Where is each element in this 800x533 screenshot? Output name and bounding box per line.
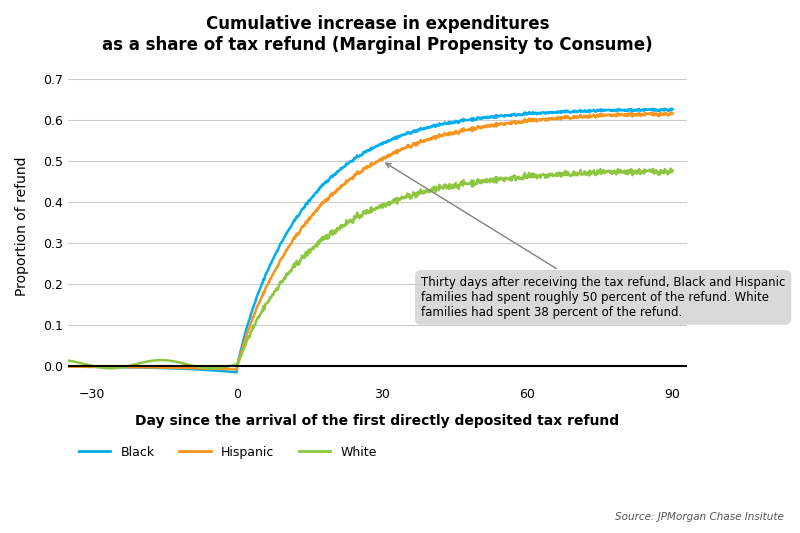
Black [546, 109, 556, 116]
Hispanic [232, 366, 242, 373]
Black [535, 110, 545, 116]
Black [666, 106, 675, 112]
Black [330, 171, 339, 177]
White [207, 365, 217, 372]
Black [125, 364, 134, 370]
White [479, 179, 489, 185]
White [63, 358, 73, 364]
Hispanic [63, 364, 73, 370]
Hispanic [125, 364, 134, 370]
Text: Thirty days after receiving the tax refund, Black and Hispanic
families had spen: Thirty days after receiving the tax refu… [386, 163, 786, 319]
Line: Black: Black [68, 109, 673, 373]
Title: Cumulative increase in expenditures
as a share of tax refund (Marginal Propensit: Cumulative increase in expenditures as a… [102, 15, 653, 54]
Line: Hispanic: Hispanic [68, 112, 673, 369]
White [308, 244, 318, 250]
Hispanic [479, 124, 489, 130]
Black [308, 192, 318, 199]
Hispanic [668, 110, 678, 116]
Text: Source: JPMorgan Chase Insitute: Source: JPMorgan Chase Insitute [615, 512, 784, 522]
Black [63, 364, 73, 370]
Hispanic [330, 189, 339, 195]
White [125, 362, 134, 369]
Hispanic [666, 109, 675, 116]
Hispanic [546, 116, 556, 122]
Legend: Black, Hispanic, White: Black, Hispanic, White [74, 441, 382, 464]
Black [668, 106, 678, 112]
White [668, 167, 678, 174]
White [546, 172, 556, 179]
White [666, 165, 675, 172]
Black [232, 369, 242, 376]
Black [479, 115, 489, 121]
Hispanic [535, 116, 545, 123]
Hispanic [308, 211, 318, 217]
X-axis label: Day since the arrival of the first directly deposited tax refund: Day since the arrival of the first direc… [135, 415, 619, 429]
Y-axis label: Proportion of refund: Proportion of refund [15, 157, 29, 296]
White [330, 228, 339, 234]
Line: White: White [68, 168, 673, 368]
White [535, 172, 545, 179]
